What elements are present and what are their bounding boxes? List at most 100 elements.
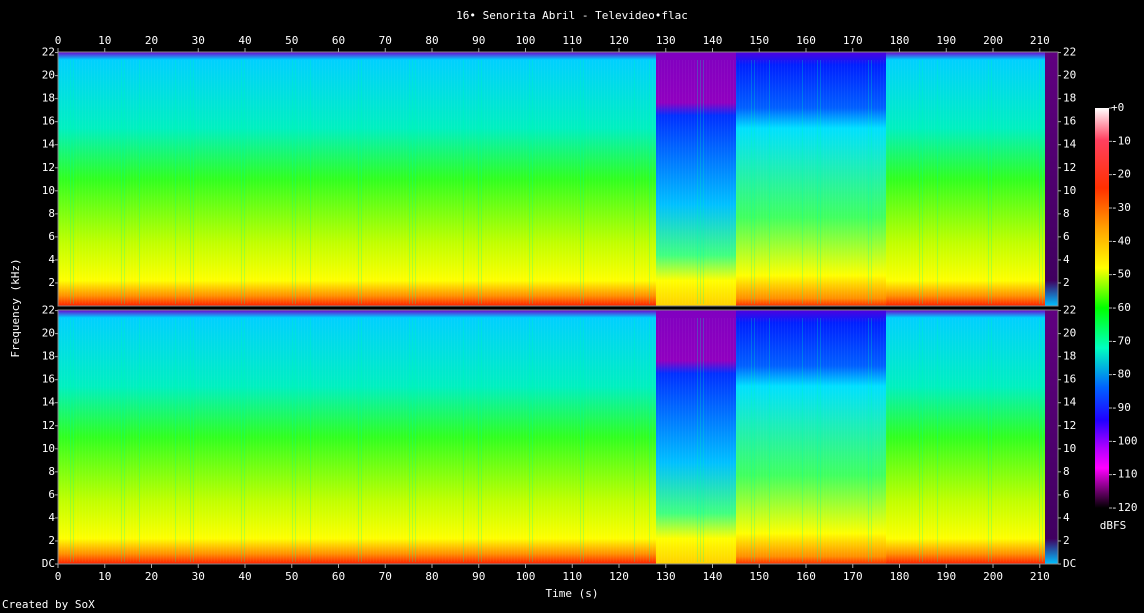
spectrogram-texture — [622, 60, 623, 304]
spectrogram-texture — [805, 60, 806, 304]
spectrogram-texture — [61, 318, 62, 562]
spectrogram-texture — [319, 60, 320, 304]
spectrogram-texture — [877, 318, 878, 562]
x-tick-label: 110 — [562, 34, 582, 47]
spectrogram-texture — [745, 318, 746, 562]
spectrogram-texture — [205, 60, 206, 304]
spectrogram-texture — [943, 60, 944, 304]
spectrogram — [58, 310, 656, 564]
spectrogram-texture — [70, 60, 71, 304]
spectrogram-texture — [1024, 60, 1025, 304]
spectrogram-texture — [997, 60, 998, 304]
spectrogram-texture — [883, 60, 884, 304]
y-tick-label: 6 — [1063, 488, 1070, 501]
spectrogram-texture — [751, 60, 752, 304]
spectrogram-texture — [907, 60, 908, 304]
spectrogram-texture — [265, 60, 266, 304]
spectrogram-texture — [496, 318, 497, 562]
spectrogram-texture — [610, 318, 611, 562]
spectrogram-texture — [976, 318, 977, 562]
spectrogram-texture — [862, 60, 863, 304]
spectrogram-texture — [235, 60, 236, 304]
spectrogram-texture — [868, 60, 869, 304]
spectrogram-texture — [316, 60, 317, 304]
spectrogram-texture — [973, 60, 974, 304]
spectrogram-texture — [298, 318, 299, 562]
spectrogram-texture — [133, 318, 134, 562]
spectrogram-texture — [523, 318, 524, 562]
y-tick-label: 18 — [1063, 92, 1076, 105]
spectrogram-texture — [658, 60, 659, 304]
spectrogram-texture — [985, 60, 986, 304]
spectrogram-texture — [748, 318, 749, 562]
y-tick-label: 12 — [1063, 161, 1076, 174]
spectrogram-texture — [103, 318, 104, 562]
spectrogram-texture — [916, 318, 917, 562]
spectrogram-texture — [262, 318, 263, 562]
y-tick-label: 12 — [1063, 419, 1076, 432]
spectrogram-texture — [352, 60, 353, 304]
spectrogram-texture — [370, 318, 371, 562]
spectrogram-texture — [73, 60, 74, 304]
spectrogram-texture — [226, 60, 227, 304]
spectrogram-texture — [598, 318, 599, 562]
spectrogram-texture — [544, 318, 545, 562]
spectrogram-texture — [844, 318, 845, 562]
spectrogram-texture — [553, 60, 554, 304]
spectrogram-texture — [190, 318, 191, 562]
spectrogram-texture — [190, 60, 191, 304]
x-tick-label: 140 — [703, 570, 723, 583]
spectrogram-texture — [253, 318, 254, 562]
spectrogram-texture — [268, 318, 269, 562]
y-tick-label: 2 — [1063, 534, 1070, 547]
spectrogram-texture — [709, 60, 710, 304]
spectrogram-texture — [445, 318, 446, 562]
spectrogram-texture — [658, 318, 659, 562]
spectrogram-texture — [991, 60, 992, 304]
spectrogram-texture — [118, 318, 119, 562]
spectrogram-texture — [478, 60, 479, 304]
spectrogram-texture — [466, 60, 467, 304]
y-tick-label: 18 — [42, 92, 55, 105]
x-tick-label: 10 — [98, 34, 111, 47]
spectrogram-texture — [430, 318, 431, 562]
spectrogram-texture — [886, 60, 887, 304]
spectrogram-texture — [193, 60, 194, 304]
spectrogram-texture — [697, 60, 698, 304]
spectrogram-texture — [226, 318, 227, 562]
spectrogram-texture — [172, 60, 173, 304]
spectrogram-texture — [529, 60, 530, 304]
spectrogram-texture — [796, 318, 797, 562]
spectrogram-texture — [88, 60, 89, 304]
spectrogram-texture — [94, 318, 95, 562]
colorbar-tick-label: -60 — [1111, 301, 1131, 314]
colorbar-tick-label: -10 — [1111, 134, 1131, 147]
x-tick-label: 70 — [379, 34, 392, 47]
spectrogram-texture — [1003, 60, 1004, 304]
spectrogram-texture — [955, 60, 956, 304]
x-tick-label: 120 — [609, 34, 629, 47]
spectrogram-texture — [919, 60, 920, 304]
spectrogram-texture — [730, 318, 731, 562]
spectrogram-texture — [829, 60, 830, 304]
spectrogram-texture — [433, 60, 434, 304]
spectrogram-texture — [121, 60, 122, 304]
spectrogram-texture — [514, 60, 515, 304]
chart-title: 16• Senorita Abril - Televideo•flac — [456, 9, 688, 22]
spectrogram-texture — [871, 318, 872, 562]
spectrogram-texture — [118, 60, 119, 304]
spectrogram-texture — [349, 318, 350, 562]
spectrogram-texture — [73, 318, 74, 562]
spectrogram-texture — [502, 60, 503, 304]
x-tick-label: 150 — [749, 34, 769, 47]
spectrogram-texture — [364, 318, 365, 562]
spectrogram-texture — [769, 318, 770, 562]
spectrogram-texture — [175, 60, 176, 304]
spectrogram-texture — [526, 318, 527, 562]
spectrogram-texture — [577, 60, 578, 304]
spectrogram-texture — [994, 60, 995, 304]
spectrogram-texture — [166, 60, 167, 304]
x-tick-label: 60 — [332, 570, 345, 583]
spectrogram-texture — [757, 318, 758, 562]
spectrogram-texture — [949, 60, 950, 304]
